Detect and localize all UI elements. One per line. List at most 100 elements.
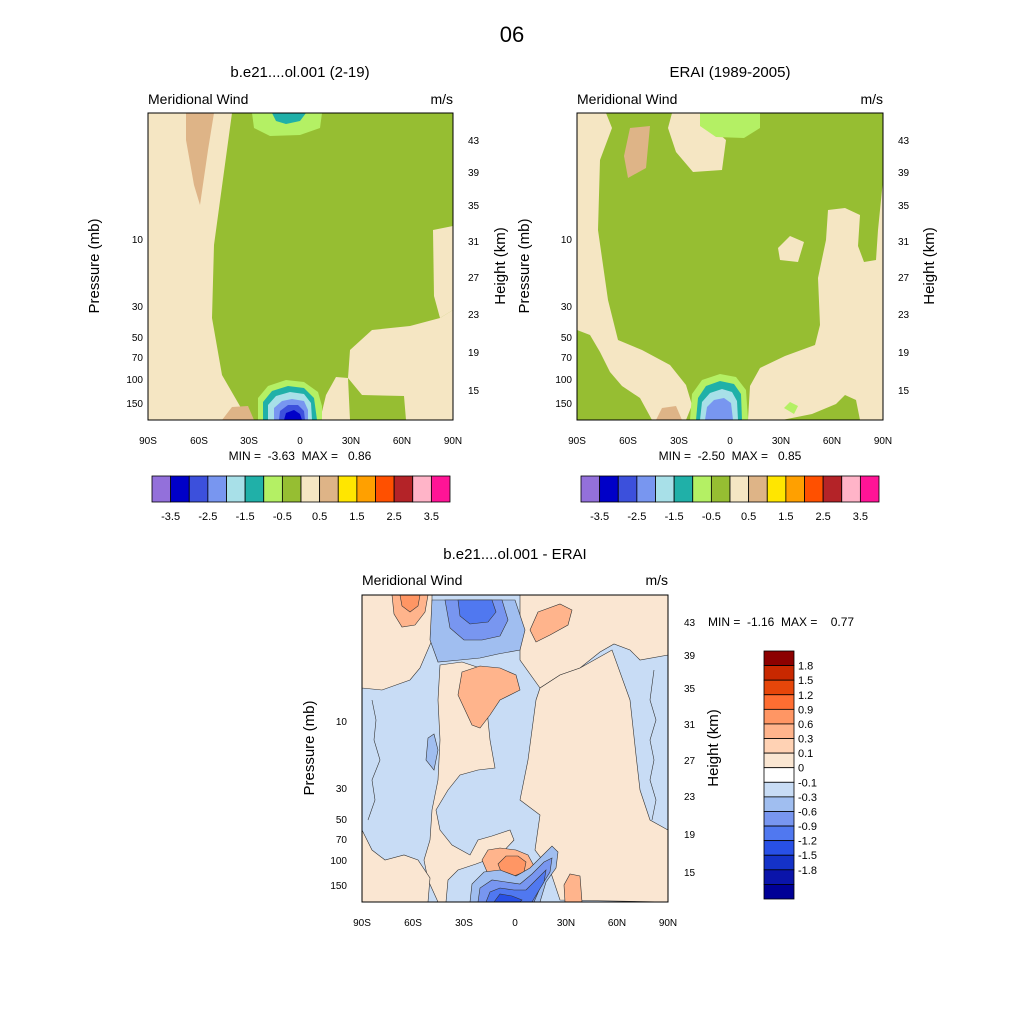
field-region bbox=[577, 113, 692, 420]
colorbar-label: 0.3 bbox=[798, 734, 813, 746]
y-tick-label: 30 bbox=[561, 302, 573, 313]
colorbar-swatch bbox=[337, 475, 358, 503]
panel-title: ERAI (1989-2005) bbox=[670, 64, 791, 81]
field-region bbox=[700, 113, 760, 138]
x-tick-label: 0 bbox=[297, 436, 303, 447]
colorbar: -3.5 -2.5 -1.5 -0.5 0.5 1.5 2.5 3.5 bbox=[151, 475, 451, 523]
y-tick-label: 150 bbox=[126, 399, 143, 410]
colorbar-swatch bbox=[763, 694, 795, 710]
min-max-label: MIN = -3.63 MAX = 0.86 bbox=[229, 449, 372, 463]
colorbar-swatch bbox=[281, 475, 302, 503]
field-region bbox=[649, 669, 657, 821]
colorbar-swatch bbox=[188, 475, 209, 503]
colorbar-label: -0.5 bbox=[702, 511, 721, 523]
field-region bbox=[348, 310, 453, 420]
panel-title: b.e21....ol.001 (2-19) bbox=[230, 64, 369, 81]
colorbar-label: -1.5 bbox=[798, 850, 817, 862]
variable-label: Meridional Wind bbox=[577, 91, 677, 107]
colorbar-swatch bbox=[170, 475, 190, 503]
colorbar-swatch bbox=[412, 475, 432, 503]
min-max-label: MIN = -2.50 MAX = 0.85 bbox=[659, 449, 802, 463]
colorbar-swatch bbox=[300, 475, 321, 503]
colorbar-label: 3.5 bbox=[853, 511, 868, 523]
y-tick-label: 39 bbox=[468, 168, 480, 179]
page-title: 06 bbox=[500, 22, 524, 47]
colorbar-swatch bbox=[763, 781, 795, 798]
colorbar-label: 2.5 bbox=[386, 511, 401, 523]
field-region bbox=[784, 402, 798, 414]
x-tick-label: 60N bbox=[393, 436, 411, 447]
field-region bbox=[457, 665, 521, 729]
units-label: m/s bbox=[430, 91, 453, 107]
colorbar-swatch bbox=[763, 708, 795, 725]
y-tick-label: 100 bbox=[555, 375, 572, 386]
colorbar-label: 0.5 bbox=[312, 511, 327, 523]
x-tick-label: 30N bbox=[342, 436, 360, 447]
colorbar-label: 0.6 bbox=[798, 719, 813, 731]
colorbar-label: 0 bbox=[798, 763, 804, 775]
units-label: m/s bbox=[860, 91, 883, 107]
colorbar-label: -2.5 bbox=[627, 511, 646, 523]
y-axis-title: Pressure (mb) bbox=[86, 218, 103, 313]
y-tick-label: 31 bbox=[898, 237, 910, 248]
field-region bbox=[186, 113, 214, 205]
colorbar-label: -1.2 bbox=[798, 836, 817, 848]
colorbar-swatch bbox=[804, 475, 824, 503]
y-tick-label: 15 bbox=[898, 386, 910, 397]
field-region bbox=[272, 113, 306, 124]
plot-frame bbox=[361, 594, 669, 903]
y-tick-label: 23 bbox=[684, 792, 696, 803]
colorbar-label: -0.5 bbox=[273, 511, 292, 523]
colorbar-swatch bbox=[763, 825, 795, 842]
colorbar-label: -1.8 bbox=[798, 865, 817, 877]
colorbar-label: 0.1 bbox=[798, 748, 813, 760]
colorbar-swatch bbox=[859, 475, 880, 503]
x-axis: 90S 60S 30S 0 30N 60N 90N bbox=[568, 436, 892, 447]
y-tick-label: 100 bbox=[126, 375, 143, 386]
panel-bottom: b.e21....ol.001 - ERAI Meridional Wind m… bbox=[301, 546, 854, 929]
colorbar-label: -2.5 bbox=[198, 511, 217, 523]
y-tick-label: 35 bbox=[684, 684, 696, 695]
y-tick-label: 50 bbox=[561, 333, 573, 344]
y-tick-label: 15 bbox=[468, 386, 480, 397]
y-tick-label: 30 bbox=[336, 784, 348, 795]
colorbar-swatch bbox=[580, 475, 601, 503]
colorbar-swatch bbox=[207, 475, 227, 503]
colorbar-swatch bbox=[763, 767, 795, 783]
x-axis: 90S 60S 30S 0 30N 60N 90N bbox=[139, 436, 462, 447]
colorbar-swatch bbox=[841, 475, 861, 503]
colorbar-swatch bbox=[763, 752, 795, 769]
y-tick-label: 31 bbox=[468, 237, 480, 248]
colorbar-swatch bbox=[763, 679, 795, 696]
colorbar-label: 3.5 bbox=[424, 511, 439, 523]
y-axis-title-right: Height (km) bbox=[921, 227, 938, 305]
y-tick-label: 23 bbox=[898, 310, 910, 321]
y-tick-label: 43 bbox=[898, 136, 910, 147]
colorbar-swatch bbox=[393, 475, 414, 503]
y-tick-label: 10 bbox=[336, 717, 348, 728]
y-tick-label: 39 bbox=[684, 651, 696, 662]
field-region bbox=[425, 733, 439, 771]
colorbar-swatch bbox=[356, 475, 376, 503]
colorbar-swatch bbox=[375, 475, 395, 503]
x-tick-label: 30S bbox=[240, 436, 258, 447]
y-axis-right: 43 39 35 31 27 23 19 15 Height (km) bbox=[684, 618, 722, 879]
colorbar-swatch bbox=[763, 840, 795, 856]
plot-frame bbox=[147, 112, 454, 421]
colorbar-swatch bbox=[617, 475, 638, 503]
colorbar: -3.5 -2.5 -1.5 -0.5 0.5 1.5 2.5 3.5 bbox=[580, 475, 880, 523]
colorbar-swatch bbox=[748, 475, 768, 503]
x-tick-label: 60N bbox=[608, 918, 626, 929]
x-tick-label: 90N bbox=[659, 918, 677, 929]
y-tick-label: 27 bbox=[468, 273, 480, 284]
y-tick-label: 50 bbox=[132, 333, 144, 344]
colorbar-swatch bbox=[151, 475, 172, 503]
variable-label: Meridional Wind bbox=[362, 572, 462, 588]
y-axis-right: 43 39 35 31 27 23 19 15 Height (km) bbox=[468, 136, 509, 397]
x-tick-label: 90S bbox=[353, 918, 371, 929]
plot-area bbox=[361, 594, 669, 903]
field-region bbox=[252, 113, 322, 136]
y-tick-label: 10 bbox=[132, 235, 144, 246]
colorbar-label: 0.5 bbox=[741, 511, 756, 523]
colorbar-swatch bbox=[655, 475, 675, 503]
